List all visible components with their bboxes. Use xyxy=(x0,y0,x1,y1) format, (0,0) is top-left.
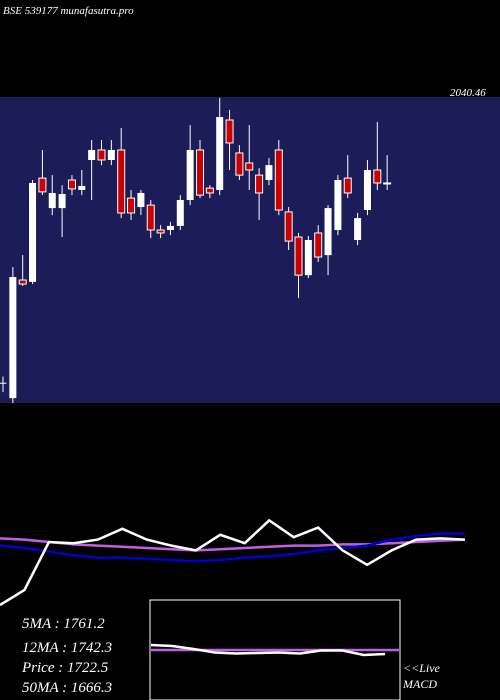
candle-down xyxy=(274,149,283,211)
stat-label: 12MA : 1742.3 xyxy=(22,640,112,656)
indicator-line xyxy=(0,518,466,607)
candle-down xyxy=(284,211,293,242)
stat-label: 5MA : 1761.2 xyxy=(22,616,105,632)
candle-up xyxy=(176,199,184,226)
candle-down xyxy=(18,279,27,285)
stat-label: 50MA : 1666.3 xyxy=(22,680,112,696)
indicator-line xyxy=(0,532,465,563)
candle-up xyxy=(334,179,342,230)
indicator-line xyxy=(0,537,466,552)
chart-title: BSE 539177 munafasutra.pro xyxy=(3,5,134,17)
candle-down xyxy=(196,149,204,196)
price-panel xyxy=(0,97,500,403)
candle-up xyxy=(186,149,194,200)
candle-down xyxy=(38,177,47,193)
candle-down xyxy=(235,152,244,176)
candle-down xyxy=(255,174,264,194)
stat-label: Price : 1722.5 xyxy=(21,660,109,676)
candle-up xyxy=(324,208,332,256)
candle-down xyxy=(343,177,352,194)
candle-up xyxy=(363,169,371,210)
candle-up xyxy=(58,194,66,209)
candle-down xyxy=(67,179,76,190)
candle-up xyxy=(137,192,145,208)
candle-down xyxy=(205,187,214,194)
candle-up xyxy=(48,192,56,209)
candle-down xyxy=(245,162,254,171)
live-label: <<Live xyxy=(403,661,441,675)
candle-down xyxy=(294,236,303,276)
candle-down xyxy=(383,182,392,185)
candle-up xyxy=(29,182,37,282)
macd-label: MACD xyxy=(402,677,437,691)
candle-down xyxy=(225,119,234,144)
candle-up xyxy=(78,185,86,190)
candle-up xyxy=(265,165,273,180)
candle-down xyxy=(146,204,155,231)
candle-down xyxy=(156,229,165,234)
candle-down xyxy=(373,169,382,184)
candle-up xyxy=(107,149,115,160)
candle-up xyxy=(304,239,312,276)
candle-up xyxy=(166,225,174,230)
macd-line xyxy=(150,643,386,657)
candle-down xyxy=(127,197,136,214)
candle-down xyxy=(117,149,126,214)
candle-down xyxy=(97,149,106,161)
candle-up xyxy=(0,382,7,384)
price-label: 2040.46 xyxy=(450,87,486,99)
candle-down xyxy=(314,232,323,258)
candle-up xyxy=(216,117,224,190)
candle-up xyxy=(88,149,96,160)
candle-up xyxy=(9,277,17,399)
candle-up xyxy=(354,218,362,240)
